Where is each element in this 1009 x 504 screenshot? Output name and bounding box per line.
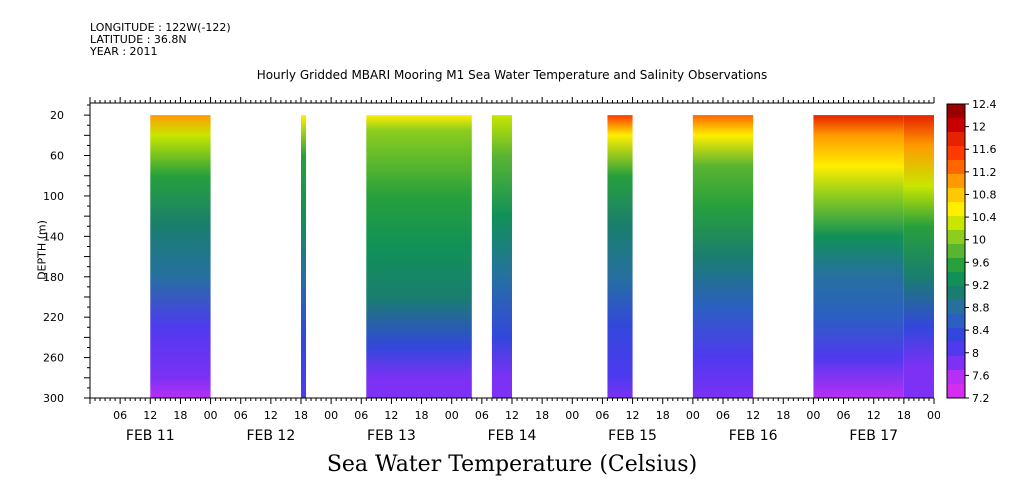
x-day-label: FEB 12 (246, 428, 295, 444)
x-hour-label: 00 (204, 409, 218, 422)
colorbar-swatch (947, 118, 965, 133)
x-hour-label: 00 (806, 409, 820, 422)
x-hour-label: 12 (505, 409, 519, 422)
colorbar-frame (946, 103, 966, 399)
y-tick-label: 260 (43, 352, 64, 365)
x-hour-label: 00 (565, 409, 579, 422)
x-hour-label: 06 (837, 409, 851, 422)
y-tick-label: 180 (43, 271, 64, 284)
colorbar-swatch (947, 146, 965, 161)
x-hour-label: 12 (746, 409, 760, 422)
x-hour-label: 12 (143, 409, 157, 422)
colorbar-label: 11.2 (972, 166, 997, 179)
chart-subtitle: Sea Water Temperature (Celsius) (326, 452, 698, 477)
x-hour-label: 00 (927, 409, 940, 422)
colorbar-label: 7.2 (972, 392, 990, 405)
y-tick-label: 140 (43, 230, 64, 243)
colorbar-swatch (947, 132, 965, 147)
latitude-label: LATITUDE : 36.8N (90, 33, 187, 46)
colorbar-swatch (947, 174, 965, 189)
data-segment (366, 115, 472, 398)
x-hour-label: 18 (776, 409, 790, 422)
colorbar-swatch (947, 356, 965, 371)
x-hour-label: 06 (595, 409, 609, 422)
y-tick-label: 60 (50, 150, 64, 163)
colorbar-swatch (947, 370, 965, 385)
x-hour-label: 18 (897, 409, 911, 422)
x-hour-label: 00 (324, 409, 338, 422)
y-tick-label: 20 (50, 109, 64, 122)
colorbar-swatch (947, 300, 965, 315)
colorbar-swatch (947, 272, 965, 287)
colorbar-swatch (947, 104, 965, 119)
colorbar-label: 8.4 (972, 324, 990, 337)
x-day-label: FEB 14 (488, 428, 537, 444)
colorbar-swatch (947, 342, 965, 357)
y-tick-label: 100 (43, 190, 64, 203)
data-segment (692, 115, 754, 398)
colorbar-swatch (947, 160, 965, 175)
data-segment (150, 115, 211, 398)
colorbar-label: 8.8 (972, 302, 990, 315)
x-hour-label: 18 (535, 409, 549, 422)
colorbar-label: 10.8 (972, 188, 997, 201)
x-day-label: FEB 15 (608, 428, 657, 444)
x-hour-label: 00 (445, 409, 459, 422)
longitude-label: LONGITUDE : 122W(-122) (90, 21, 231, 34)
colorbar-label: 8 (972, 347, 979, 360)
x-day-label: FEB 13 (367, 428, 416, 444)
heatmap-plot: 06 12 18 00 06 12 18 00 06 12 18 00 06 12 18 00 06 12 18 00… (43, 97, 940, 444)
colorbar-label: 10 (972, 234, 986, 247)
colorbar: 12.4 12 11.6 11.2 10.8 10.4 10 9.6 9.2 8.8 8.4 8 7.6… (946, 98, 997, 405)
x-hour-label: 18 (173, 409, 187, 422)
colorbar-label: 10.4 (972, 211, 997, 224)
x-hour-label: 18 (656, 409, 670, 422)
colorbar-label: 12.4 (972, 98, 997, 111)
colorbar-label: 12 (972, 121, 986, 134)
chart-title: Hourly Gridded MBARI Mooring M1 Sea Wate… (256, 68, 768, 82)
colorbar-swatch (947, 384, 965, 399)
colorbar-label: 11.6 (972, 143, 997, 156)
year-label: YEAR : 2011 (90, 45, 158, 58)
colorbar-swatch (947, 328, 965, 343)
colorbar-label: 7.6 (972, 369, 990, 382)
x-hour-label: 00 (686, 409, 700, 422)
data-segment (903, 115, 934, 398)
data-segment (301, 115, 307, 398)
x-hour-label: 06 (113, 409, 127, 422)
y-tick-label: 300 (43, 392, 64, 405)
x-hour-label: 12 (867, 409, 881, 422)
x-hour-label: 12 (626, 409, 640, 422)
colorbar-swatch (947, 286, 965, 301)
colorbar-swatch (947, 216, 965, 231)
x-hour-label: 06 (716, 409, 730, 422)
x-day-label: FEB 17 (849, 428, 898, 444)
data-segment (491, 115, 512, 398)
x-hour-label: 18 (294, 409, 308, 422)
colorbar-label: 9.6 (972, 256, 990, 269)
x-hour-label: 06 (234, 409, 248, 422)
x-hour-label: 06 (354, 409, 368, 422)
colorbar-swatch (947, 230, 965, 245)
data-segment (607, 115, 633, 398)
x-hour-label: 18 (415, 409, 429, 422)
metadata-block: LONGITUDE : 122W(-122) LATITUDE : 36.8N … (90, 22, 231, 58)
x-hour-label: 12 (384, 409, 398, 422)
colorbar-swatch (947, 244, 965, 259)
colorbar-swatch (947, 188, 965, 203)
x-day-label: FEB 16 (729, 428, 778, 444)
data-segment (813, 115, 904, 398)
x-day-label: FEB 11 (126, 428, 175, 444)
colorbar-swatch (947, 258, 965, 273)
x-hour-label: 06 (475, 409, 489, 422)
colorbar-swatch (947, 202, 965, 217)
x-hour-label: 12 (264, 409, 278, 422)
colorbar-swatch (947, 314, 965, 329)
colorbar-label: 9.2 (972, 279, 990, 292)
y-tick-label: 220 (43, 311, 64, 324)
